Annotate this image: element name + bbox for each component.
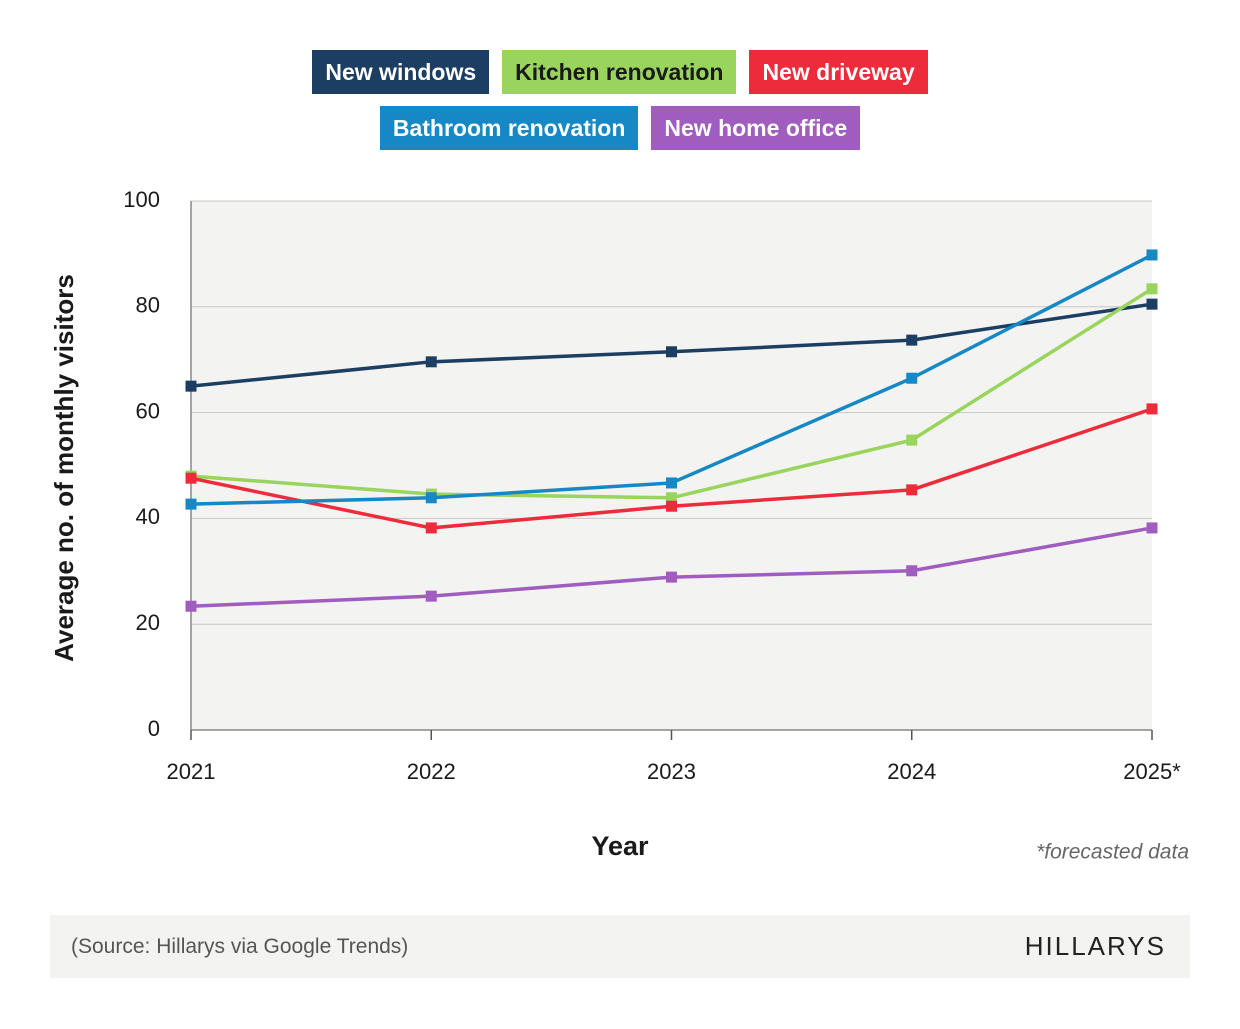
footer: (Source: Hillarys via Google Trends) HIL… (50, 915, 1190, 978)
data-point (906, 434, 918, 446)
legend-item: New windows (312, 50, 490, 94)
source: (Source: Hillarys via Google Trends) (71, 935, 409, 958)
data-point (425, 356, 437, 368)
data-point (1146, 403, 1158, 415)
legend-item: Kitchen renovation (502, 50, 737, 94)
y-tick-label: 80 (136, 293, 160, 318)
data-point (666, 500, 677, 512)
x-tick-label: 2022 (407, 759, 456, 784)
data-point (906, 565, 918, 577)
data-point (425, 522, 437, 534)
data-point (1146, 298, 1158, 310)
data-point (666, 477, 677, 489)
data-point (1146, 283, 1158, 295)
legend: New windows Kitchen renovation New drivewa… (255, 50, 985, 150)
data-point (906, 334, 918, 346)
brand-logo: HILLARYS (1024, 931, 1166, 961)
x-axis-label: Year (591, 831, 649, 861)
data-point (906, 372, 918, 384)
x-tick-label: 2023 (647, 759, 696, 784)
x-tick-label: 2021 (167, 759, 216, 784)
data-point (1146, 249, 1158, 261)
y-tick-label: 100 (123, 187, 160, 212)
data-point (185, 472, 197, 484)
data-point (185, 600, 197, 612)
data-point (185, 498, 197, 510)
data-point (1146, 522, 1158, 534)
data-point (666, 571, 677, 583)
y-tick-label: 0 (148, 716, 160, 741)
y-tick-label: 20 (136, 610, 160, 635)
legend-item: New home office (651, 106, 861, 150)
y-tick-label: 40 (136, 504, 160, 529)
legend-item: New driveway (749, 50, 928, 94)
x-tick-label: 2025* (1123, 759, 1181, 784)
legend-item: Bathroom renovation (379, 106, 639, 150)
data-point (666, 346, 677, 358)
plot: 0 20 40 60 80 100 2021 2022 2023 2024 2025* (123, 187, 1181, 784)
y-tick-label: 60 (136, 398, 160, 423)
data-point (425, 590, 437, 602)
data-point (185, 380, 197, 392)
data-point (425, 492, 437, 504)
data-point (666, 492, 677, 504)
footnote: *forecasted data (1036, 841, 1189, 864)
x-tick-label: 2024 (887, 759, 936, 784)
y-axis-label: Average no. of monthly visitors (49, 274, 79, 662)
data-point (906, 484, 918, 496)
plot-area (191, 201, 1152, 730)
